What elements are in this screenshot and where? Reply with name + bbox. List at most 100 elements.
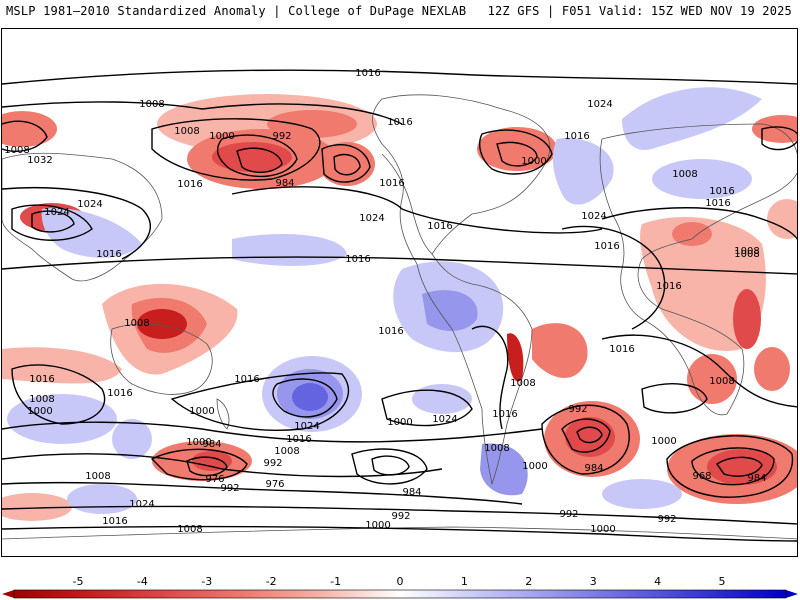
contour-label: 976 — [205, 474, 224, 485]
contour-label: 1000 — [189, 406, 214, 417]
colorbar-tick-label: 2 — [525, 575, 532, 588]
contour-label: 984 — [202, 439, 221, 450]
contour-label: 992 — [272, 131, 291, 142]
contour-label: 1000 — [522, 461, 547, 472]
contour-label: 1016 — [705, 198, 730, 209]
map-canvas: 1016 1008 1024 992 1000 1008 1016 984 10… — [2, 68, 797, 542]
model-valid-time: 12Z GFS | F051 Valid: 15Z WED NOV 19 202… — [487, 4, 792, 18]
contour-label: 1008 — [4, 145, 29, 156]
colorbar-tick-label: -2 — [266, 575, 277, 588]
contour-label: 1016 — [387, 117, 412, 128]
contour-label: 992 — [220, 483, 239, 494]
contour-label: 1024 — [587, 99, 612, 110]
contour-label: 1016 — [107, 388, 132, 399]
contour-label: 1008 — [274, 446, 299, 457]
contour-label: 1024 — [432, 414, 457, 425]
contour-label: 1008 — [174, 126, 199, 137]
contour-label: 1000 — [209, 131, 234, 142]
contour-label: 1008 — [29, 394, 54, 405]
contour-label: 1008 — [484, 443, 509, 454]
colorbar-segment — [631, 590, 710, 598]
contour-label: 1016 — [102, 516, 127, 527]
contour-label: 1024 — [44, 207, 69, 218]
contour-label: 992 — [391, 511, 410, 522]
contour-label: 1016 — [609, 344, 634, 355]
contour-label: 1016 — [656, 281, 681, 292]
contour-label: 1000 — [521, 156, 546, 167]
colorbar-min-extend — [2, 590, 14, 598]
contour-label: 1024 — [294, 421, 319, 432]
colorbar-tick-label: 1 — [461, 575, 468, 588]
colorbar-segment — [400, 590, 478, 598]
colorbar-tick-label: -4 — [137, 575, 148, 588]
colorbar-segment — [477, 590, 555, 598]
colorbar-segment — [322, 590, 401, 598]
contour-label: 1016 — [96, 249, 121, 260]
contour-label: 1024 — [129, 499, 154, 510]
colorbar-tick-label: 0 — [397, 575, 404, 588]
contour-label: 1000 — [387, 417, 412, 428]
contour-label: 1016 — [709, 186, 734, 197]
colorbar-tick-labels: -5 -4 -3 -2 -1 0 1 2 3 4 5 — [73, 575, 726, 588]
contour-label: 992 — [568, 404, 587, 415]
contour-label: 992 — [657, 514, 676, 525]
contour-label: 1008 — [510, 378, 535, 389]
isobar-contours — [2, 69, 797, 542]
colorbar-tick-label: -5 — [73, 575, 84, 588]
contour-label: 1016 — [492, 409, 517, 420]
colorbar-tick-label: 5 — [719, 575, 726, 588]
contour-label: 1008 — [139, 99, 164, 110]
contour-label: 1024 — [581, 211, 606, 222]
colorbar-max-extend — [786, 590, 798, 598]
contour-labels: 1016 1008 1024 992 1000 1008 1016 984 10… — [4, 68, 766, 535]
contour-label: 1000 — [365, 520, 390, 531]
contour-label: 992 — [559, 509, 578, 520]
contour-label: 992 — [263, 458, 282, 469]
contour-label: 976 — [265, 479, 284, 490]
contour-label: 1000 — [27, 406, 52, 417]
contour-label: 1008 — [734, 249, 759, 260]
contour-label: 984 — [275, 178, 294, 189]
contour-label: 984 — [402, 487, 421, 498]
contour-label: 1024 — [359, 213, 384, 224]
contour-label: 1016 — [345, 254, 370, 265]
map-title: MSLP 1981–2010 Standardized Anomaly | Co… — [6, 4, 467, 18]
contour-label: 968 — [692, 471, 711, 482]
colorbar-segment — [554, 590, 633, 598]
contour-label: 1016 — [286, 434, 311, 445]
colorbar-tick-label: 3 — [590, 575, 597, 588]
colorbar-outline — [13, 589, 787, 599]
contour-label: 984 — [584, 463, 603, 474]
coastlines — [2, 94, 797, 540]
contour-label: 1016 — [234, 374, 259, 385]
contour-label: 1008 — [177, 524, 202, 535]
contour-label: 1016 — [427, 221, 452, 232]
contour-label: 984 — [747, 473, 766, 484]
contour-label: 1008 — [709, 376, 734, 387]
contour-label: 1000 — [186, 437, 211, 448]
contour-label: 1008 — [734, 246, 759, 257]
colorbar-segment — [168, 590, 247, 598]
colorbar-tick-label: -1 — [330, 575, 341, 588]
colorbar-segment — [708, 590, 787, 598]
contour-label: 1016 — [355, 68, 380, 79]
anomaly-colorbar: -5 -4 -3 -2 -1 0 1 2 3 4 5 — [2, 575, 798, 599]
colorbar-segment — [91, 590, 169, 598]
colorbar-tick-label: -3 — [201, 575, 212, 588]
colorbar-segments — [2, 589, 798, 599]
contour-label: 1024 — [77, 199, 102, 210]
contour-label: 1000 — [651, 436, 676, 447]
contour-label: 1032 — [27, 155, 52, 166]
contour-label: 1008 — [672, 169, 697, 180]
contour-label: 1016 — [594, 241, 619, 252]
contour-label: 1008 — [124, 318, 149, 329]
colorbar-tick-label: 4 — [654, 575, 661, 588]
mslp-anomaly-map: 1016 1008 1024 992 1000 1008 1016 984 10… — [1, 28, 798, 557]
contour-label: 1008 — [85, 471, 110, 482]
contour-label: 1000 — [590, 524, 615, 535]
contour-label: 1016 — [177, 179, 202, 190]
colorbar-segment — [245, 590, 324, 598]
contour-label: 1016 — [29, 374, 54, 385]
colorbar-segment — [14, 590, 92, 598]
contour-label: 1016 — [378, 326, 403, 337]
